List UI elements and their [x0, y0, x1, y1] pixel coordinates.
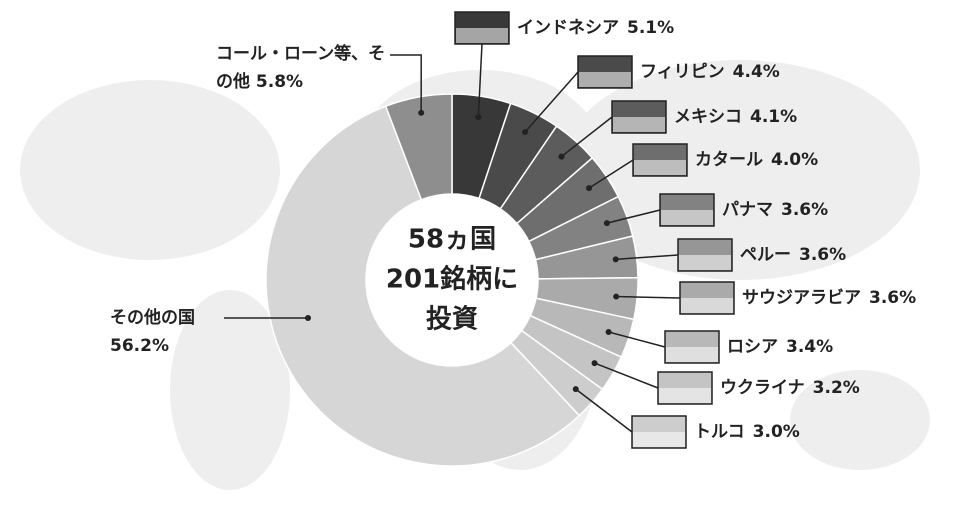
slice-label: メキシコ 4.1%: [674, 107, 797, 127]
leader-line: [477, 43, 483, 118]
leader-line: [615, 254, 679, 261]
flag-stripe: [579, 72, 631, 87]
slice-label: ペルー 3.6%: [740, 245, 846, 265]
slice-label: ロシア 3.4%: [727, 337, 833, 357]
leader-line: [561, 116, 613, 158]
category-label: サウジアラビア: [742, 288, 861, 308]
category-label: トルコ: [694, 422, 745, 442]
donut-hole: [366, 194, 538, 366]
category-label: ウクライナ: [720, 378, 805, 398]
value-label: 56.2%: [110, 336, 169, 356]
category-label: フィリピン: [640, 62, 725, 82]
flag-stripe: [661, 210, 713, 225]
flag-stripe: [634, 160, 686, 175]
flag-stripe: [666, 347, 718, 362]
center-label: 投資: [426, 305, 478, 335]
slice-label: インドネシア 5.1%: [517, 18, 674, 38]
flag-stripe: [681, 298, 733, 313]
donut: [265, 93, 639, 467]
value-label: 4.4%: [733, 62, 780, 82]
slice-label: カタール 4.0%: [695, 150, 818, 170]
value-label: 3.0%: [753, 422, 800, 442]
category-label: ペルー: [740, 245, 791, 265]
flag-stripe: [613, 117, 665, 132]
leader-line: [606, 209, 661, 224]
leader-line: [594, 362, 659, 389]
slice-label: パナマ 3.6%: [722, 200, 828, 220]
labels: インドネシア 5.1% フィリピン 4.4% メキシコ 4.1% カタール 4.0% パナマ 3.…: [110, 11, 916, 449]
value-label: 3.6%: [781, 200, 828, 220]
category-label: パナマ: [722, 200, 773, 220]
category-label: メキシコ: [674, 107, 742, 127]
value-label: 4.1%: [750, 107, 797, 127]
flag-stripe: [659, 388, 711, 403]
category-label: コール・ローン等、その他: [216, 44, 386, 92]
leader-line: [616, 295, 681, 299]
leader-line: [524, 71, 579, 133]
value-label: 3.6%: [869, 288, 916, 308]
value-label: 3.2%: [813, 378, 860, 398]
category-label: カタール: [695, 150, 763, 170]
leader-line: [588, 159, 634, 189]
value-label: 3.4%: [786, 337, 833, 357]
slice-label: ウクライナ 3.2%: [720, 378, 860, 398]
leader-line: [608, 331, 666, 348]
flag-stripe: [456, 28, 508, 43]
slice-label: フィリピン 4.4%: [640, 62, 780, 82]
center-label: 201銘柄に: [386, 264, 518, 295]
callout-label: コール・ローン等、その他 5.8%: [216, 40, 386, 96]
slice-label: サウジアラビア 3.6%: [742, 288, 916, 308]
leader-line: [575, 388, 633, 433]
category-label: その他の国: [110, 307, 195, 328]
value-label: 5.8%: [255, 72, 304, 92]
leader-line: [390, 54, 422, 113]
category-label: ロシア: [727, 337, 778, 357]
value-label: 3.6%: [799, 245, 846, 265]
slice-label: トルコ 3.0%: [694, 422, 800, 442]
value-label: 4.0%: [771, 150, 818, 170]
flag-stripe: [633, 432, 685, 447]
value-label: 5.1%: [627, 18, 674, 38]
leaders: [224, 43, 681, 433]
category-label: インドネシア: [517, 18, 619, 38]
flag-stripe: [679, 255, 731, 270]
center-label: 58ヵ国: [408, 225, 496, 255]
